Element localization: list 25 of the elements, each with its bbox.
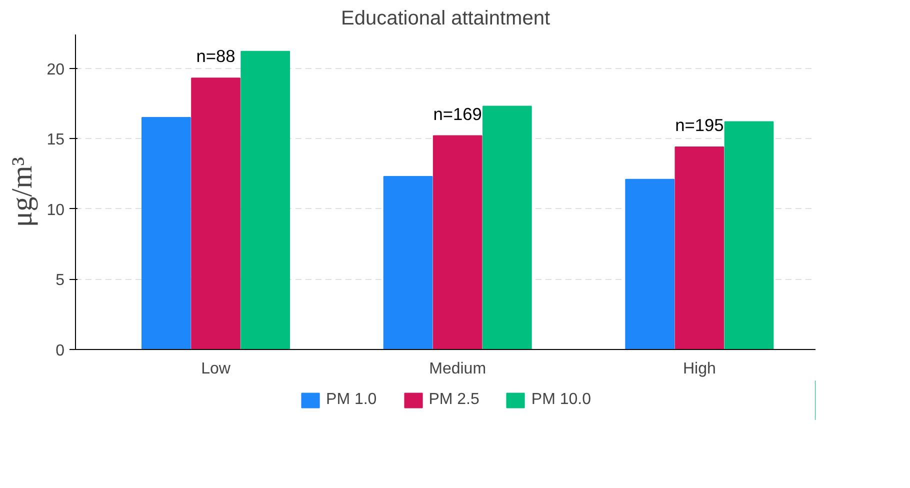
bar [625,178,675,350]
y-tick-label: 0 [56,342,65,360]
annotation: n=195 [675,115,724,135]
bar [142,116,191,350]
y-tick-label: 10 [46,202,65,219]
bar [191,78,240,350]
annotation: n=88 [196,46,236,66]
bar [240,50,290,350]
chart-title: Educational attaintment [340,8,550,30]
bar [482,106,532,350]
y-tick-label: 20 [46,61,65,78]
annotation: n=169 [433,104,482,124]
x-tick-label: Medium [429,360,486,378]
y-axis-title: μg/m³ [6,156,39,228]
bar [674,146,724,350]
y-tick-label: 15 [46,132,65,149]
bar [383,176,433,350]
x-tick-label: High [682,360,716,378]
legend-label: PM 2.5 [428,391,480,409]
bar [724,121,774,350]
legend-label: PM 10.0 [531,391,591,409]
legend-label: PM 1.0 [326,391,377,409]
y-tick-label: 5 [56,272,65,290]
x-tick-label: Low [201,360,231,378]
bar [432,135,482,350]
